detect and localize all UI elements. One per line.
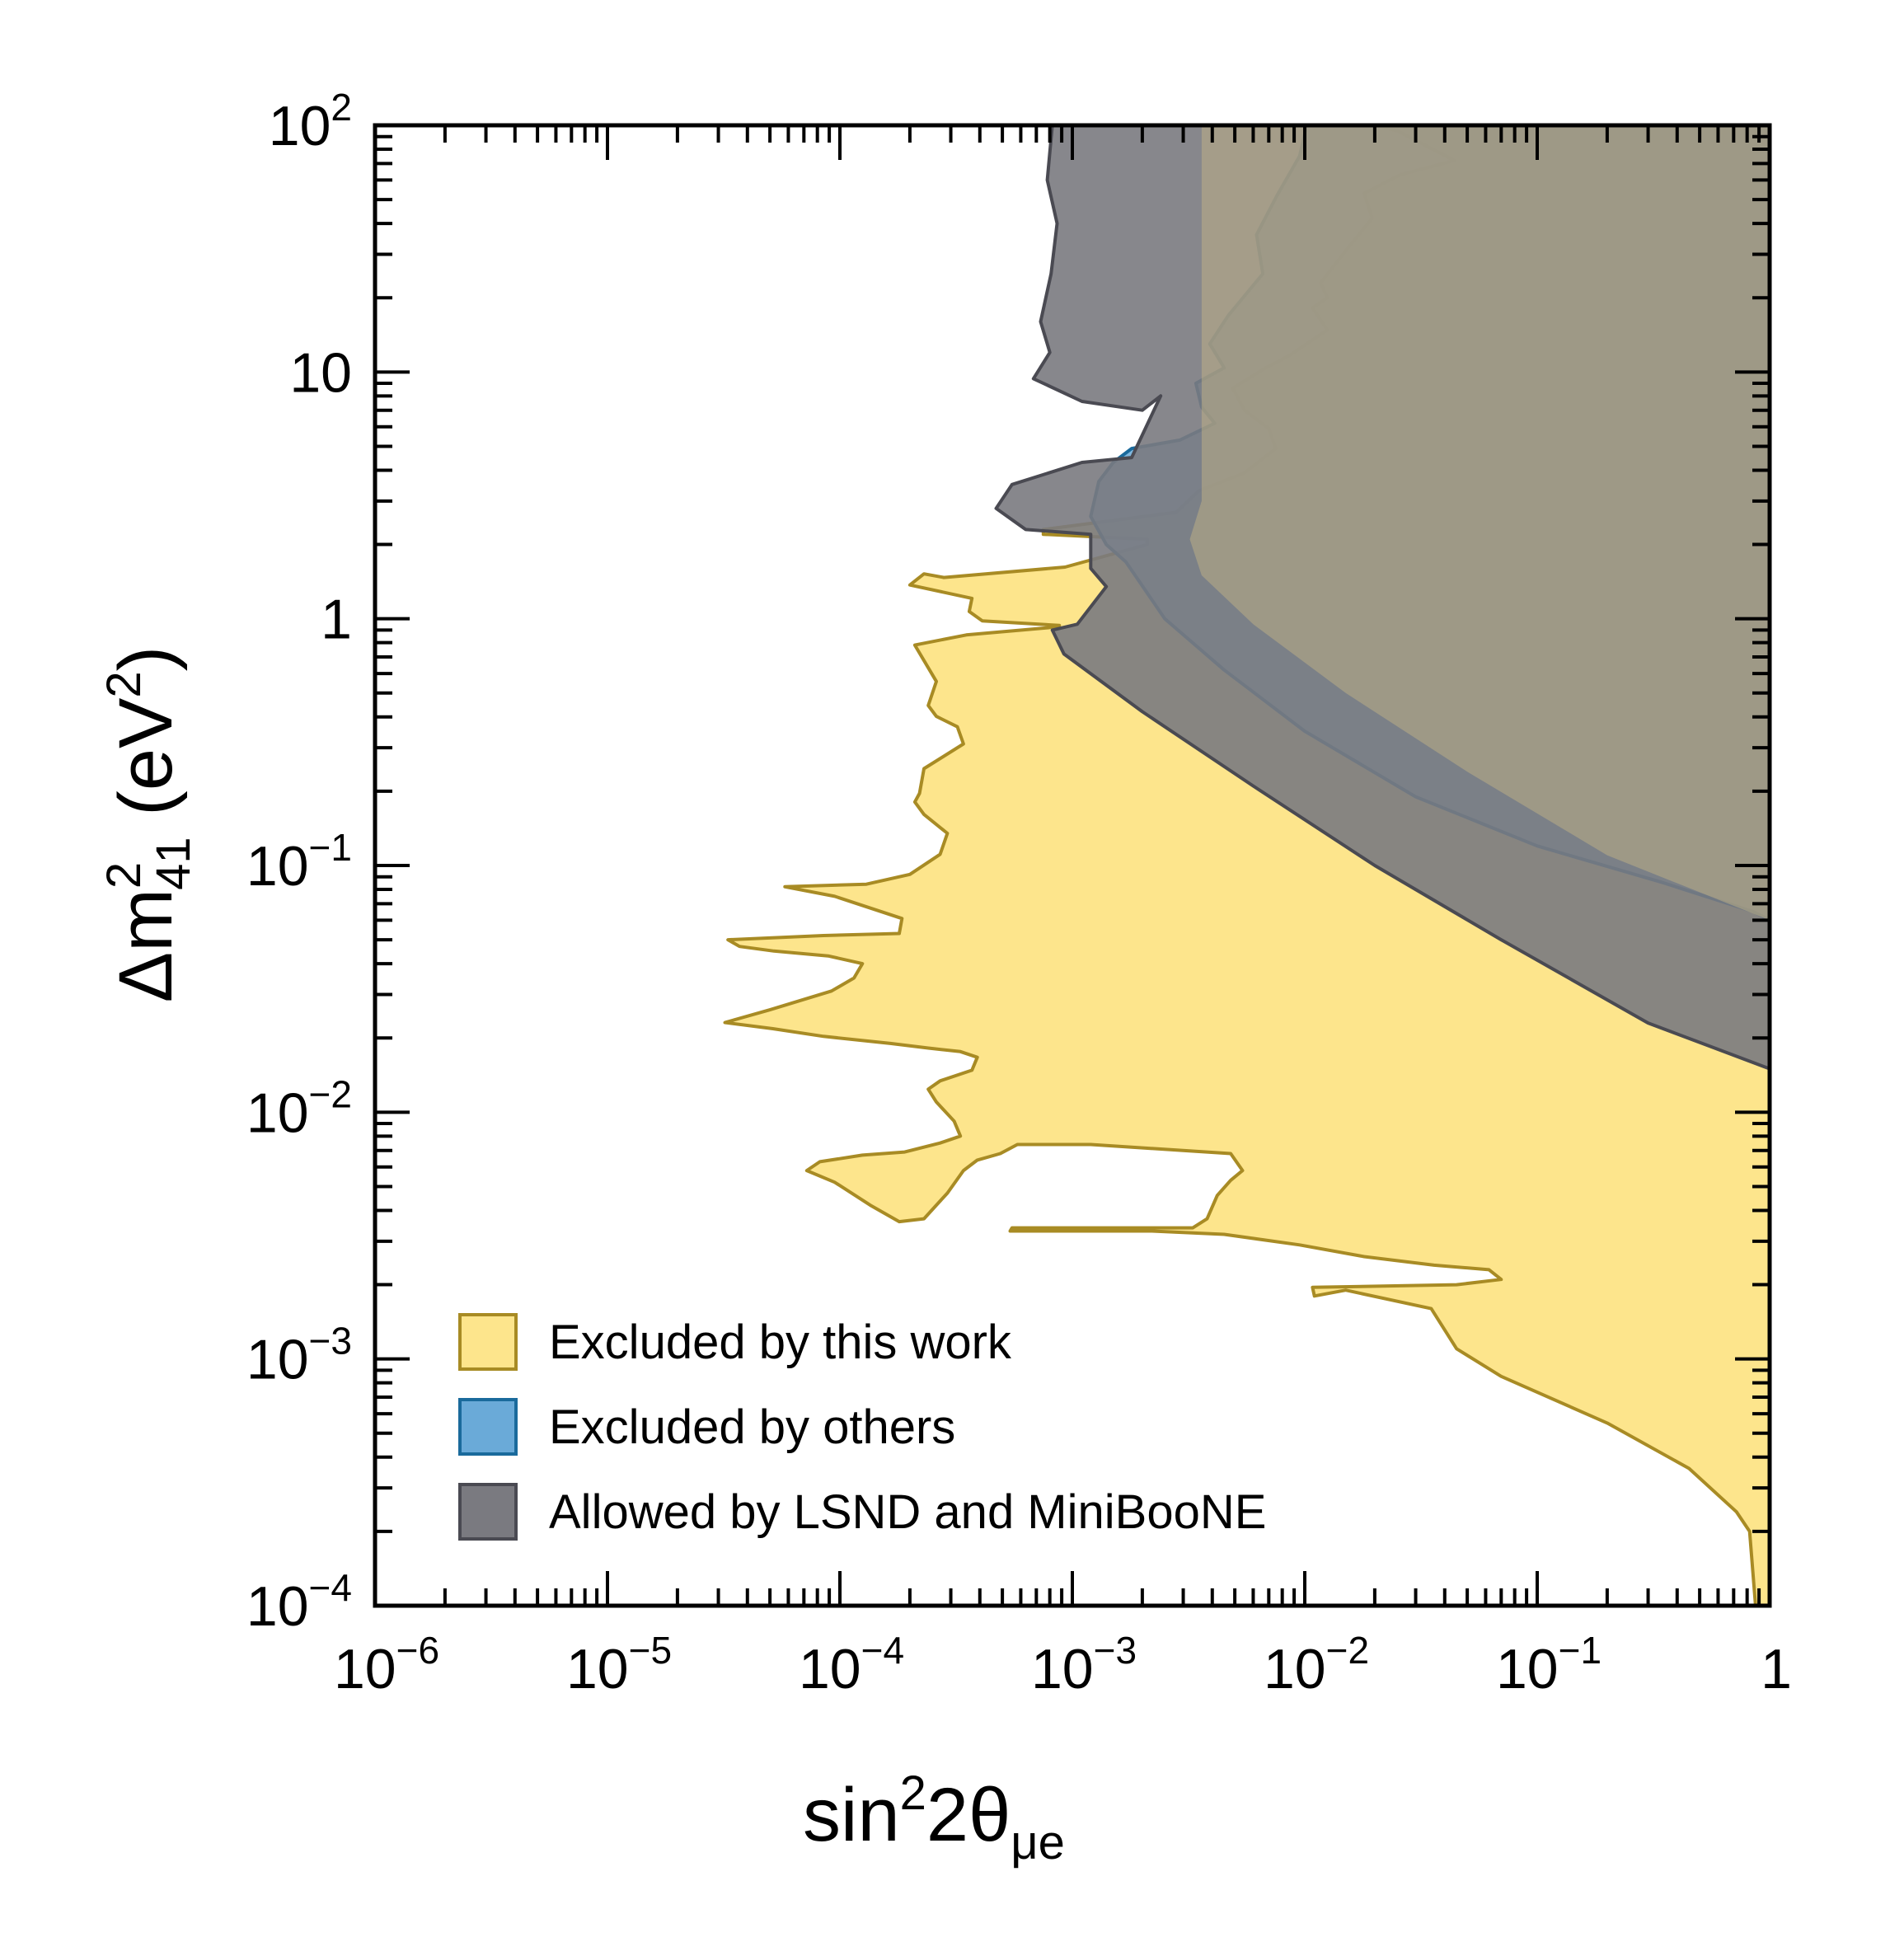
y-tick-labels: 10−4 10−3 10−2 10−1 1 10 102 bbox=[246, 86, 352, 1638]
x-tick-labels: 10−6 10−5 10−4 10−3 10−2 10−1 1 bbox=[334, 1629, 1792, 1700]
x-tick-label: 10−1 bbox=[1496, 1629, 1602, 1700]
legend-swatch bbox=[458, 1398, 518, 1456]
y-tick-label: 10−3 bbox=[246, 1320, 352, 1391]
region-allowed-lsnd-miniboone bbox=[994, 125, 1770, 1071]
y-tick-label: 1 bbox=[321, 589, 352, 651]
x-tick-label: 10−4 bbox=[799, 1629, 904, 1700]
legend-swatch bbox=[458, 1313, 518, 1371]
x-tick-label: 1 bbox=[1761, 1638, 1792, 1700]
plot-regions bbox=[723, 125, 1770, 1606]
x-tick-label: 10−6 bbox=[334, 1629, 439, 1700]
y-tick-label: 102 bbox=[269, 86, 352, 157]
legend-swatch bbox=[458, 1483, 518, 1541]
axis-ticks bbox=[373, 124, 1771, 1607]
y-tick-label: 10 bbox=[289, 341, 352, 404]
x-tick-label: 10−5 bbox=[566, 1629, 672, 1700]
legend: Excluded by this work Excluded by others A… bbox=[458, 1313, 1266, 1541]
x-axis-title: sin22θμe bbox=[803, 1766, 1065, 1869]
legend-label: Excluded by this work bbox=[549, 1316, 1012, 1369]
y-tick-label: 10−2 bbox=[246, 1072, 352, 1144]
legend-label: Excluded by others bbox=[549, 1400, 955, 1454]
x-tick-label: 10−2 bbox=[1264, 1629, 1369, 1700]
x-tick-label: 10−3 bbox=[1031, 1629, 1137, 1700]
legend-label: Allowed by LSND and MiniBooNE bbox=[549, 1485, 1266, 1539]
region-overlap-tint bbox=[1189, 125, 1770, 921]
y-tick-label: 10−4 bbox=[246, 1566, 352, 1638]
y-tick-label: 10−1 bbox=[246, 826, 352, 898]
y-axis-title: Δm241 (eV2) bbox=[97, 646, 200, 1003]
